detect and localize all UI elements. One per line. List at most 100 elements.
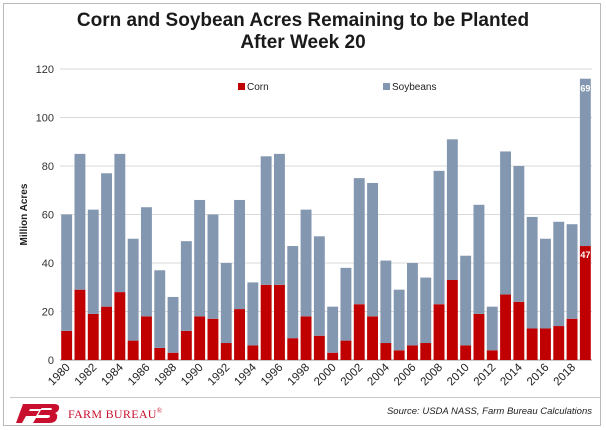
- data-label-corn: 47: [580, 250, 590, 260]
- bar-corn: [260, 284, 272, 360]
- bar-corn: [500, 294, 512, 360]
- x-tick-label: 2010: [445, 362, 472, 389]
- legend-swatch-corn: [238, 83, 245, 90]
- x-tick-label: 1994: [232, 361, 259, 388]
- bar-soybeans: [127, 238, 139, 341]
- bar-corn: [154, 347, 166, 360]
- bar-soybeans: [101, 173, 113, 307]
- bar-soybeans: [220, 263, 232, 344]
- bar-soybeans: [340, 267, 352, 341]
- bar-soybeans: [74, 153, 86, 290]
- y-tick-label: 80: [42, 161, 54, 173]
- y-tick-label: 0: [48, 355, 54, 367]
- bar-corn: [207, 318, 219, 360]
- brand-name: FARM BUREAU®: [68, 407, 162, 422]
- bar-corn: [446, 279, 458, 360]
- bar-soybeans: [473, 204, 485, 314]
- bar-corn: [220, 343, 232, 360]
- bar-corn: [513, 301, 525, 360]
- y-tick-label: 20: [42, 307, 54, 319]
- y-tick-label: 40: [42, 258, 54, 270]
- x-tick-label: 1996: [259, 362, 286, 389]
- chart-title: Corn and Soybean Acres Remaining to be P…: [3, 10, 603, 54]
- brand-text: FARM BUREAU: [68, 407, 157, 421]
- bar-corn: [473, 313, 485, 360]
- bar-corn: [127, 340, 139, 360]
- x-tick-label: 2000: [312, 362, 339, 389]
- bar-corn: [353, 304, 365, 360]
- x-tick-label: 1984: [99, 361, 126, 388]
- bar-soybeans: [140, 207, 152, 317]
- bar-corn: [393, 350, 405, 360]
- x-tick-label: 2002: [339, 362, 366, 389]
- bar-soybeans: [486, 306, 498, 351]
- bar-corn: [101, 306, 113, 360]
- x-tick-label: 1982: [73, 362, 100, 389]
- bar-corn: [539, 328, 551, 360]
- footer-divider: [10, 397, 600, 398]
- bar-corn: [61, 330, 73, 360]
- bar-corn: [114, 292, 126, 360]
- legend-label-soybeans: Soybeans: [392, 82, 436, 93]
- bar-corn: [140, 316, 152, 360]
- bar-soybeans: [154, 270, 166, 348]
- farm-bureau-logo-icon: [16, 404, 60, 423]
- bar-corn: [87, 313, 99, 360]
- x-tick-label: 1992: [206, 362, 233, 389]
- bar-soybeans: [460, 255, 472, 346]
- bar-corn: [367, 316, 379, 360]
- bar-soybeans: [566, 224, 578, 319]
- bar-soybeans: [287, 246, 299, 339]
- y-tick-label: 60: [42, 210, 54, 222]
- bar-soybeans: [353, 178, 365, 305]
- bar-soybeans: [433, 170, 445, 305]
- bar-soybeans: [167, 296, 179, 353]
- brand-registered: ®: [156, 407, 163, 415]
- x-tick-label: 2008: [419, 362, 446, 389]
- bar-soybeans: [234, 199, 246, 310]
- bar-soybeans: [539, 238, 551, 329]
- bar-corn: [433, 304, 445, 360]
- bar-corn: [180, 330, 192, 360]
- bar-corn: [340, 340, 352, 360]
- bar-soybeans: [500, 151, 512, 295]
- y-axis-label: Million Acres: [19, 183, 30, 245]
- bar-corn: [313, 335, 325, 360]
- bar-corn: [579, 246, 591, 360]
- bar-corn: [327, 352, 339, 360]
- x-tick-label: 2016: [525, 362, 552, 389]
- bar-soybeans: [207, 214, 219, 319]
- bar-soybeans: [553, 221, 565, 327]
- bar-soybeans: [406, 263, 418, 346]
- x-tick-label: 2004: [365, 361, 392, 388]
- bar-corn: [300, 316, 312, 360]
- source-note: Source: USDA NASS, Farm Bureau Calculati…: [386, 406, 592, 417]
- bar-soybeans: [194, 199, 206, 317]
- bar-corn: [247, 345, 259, 360]
- bar-corn: [74, 289, 86, 360]
- bar-corn: [234, 309, 246, 360]
- x-tick-label: 2006: [392, 362, 419, 389]
- bar-soybeans: [446, 139, 458, 280]
- bar-corn: [566, 318, 578, 360]
- bar-soybeans: [513, 166, 525, 302]
- bar-soybeans: [247, 282, 259, 346]
- chart-title-line-2: After Week 20: [240, 32, 366, 53]
- bar-corn: [486, 350, 498, 360]
- bar-corn: [420, 343, 432, 360]
- bar-soybeans: [367, 182, 379, 317]
- bar-soybeans: [273, 153, 285, 285]
- bar-soybeans: [579, 78, 591, 247]
- bar-soybeans: [313, 236, 325, 336]
- x-tick-label: 2012: [472, 362, 499, 389]
- bar-soybeans: [526, 216, 538, 329]
- bar-corn: [167, 352, 179, 360]
- bar-corn: [287, 338, 299, 360]
- bar-soybeans: [420, 277, 432, 344]
- bar-soybeans: [260, 156, 272, 285]
- bar-soybeans: [180, 241, 192, 331]
- bar-corn: [460, 345, 472, 360]
- bar-corn: [553, 326, 565, 360]
- data-label-soybeans: 69: [580, 84, 590, 94]
